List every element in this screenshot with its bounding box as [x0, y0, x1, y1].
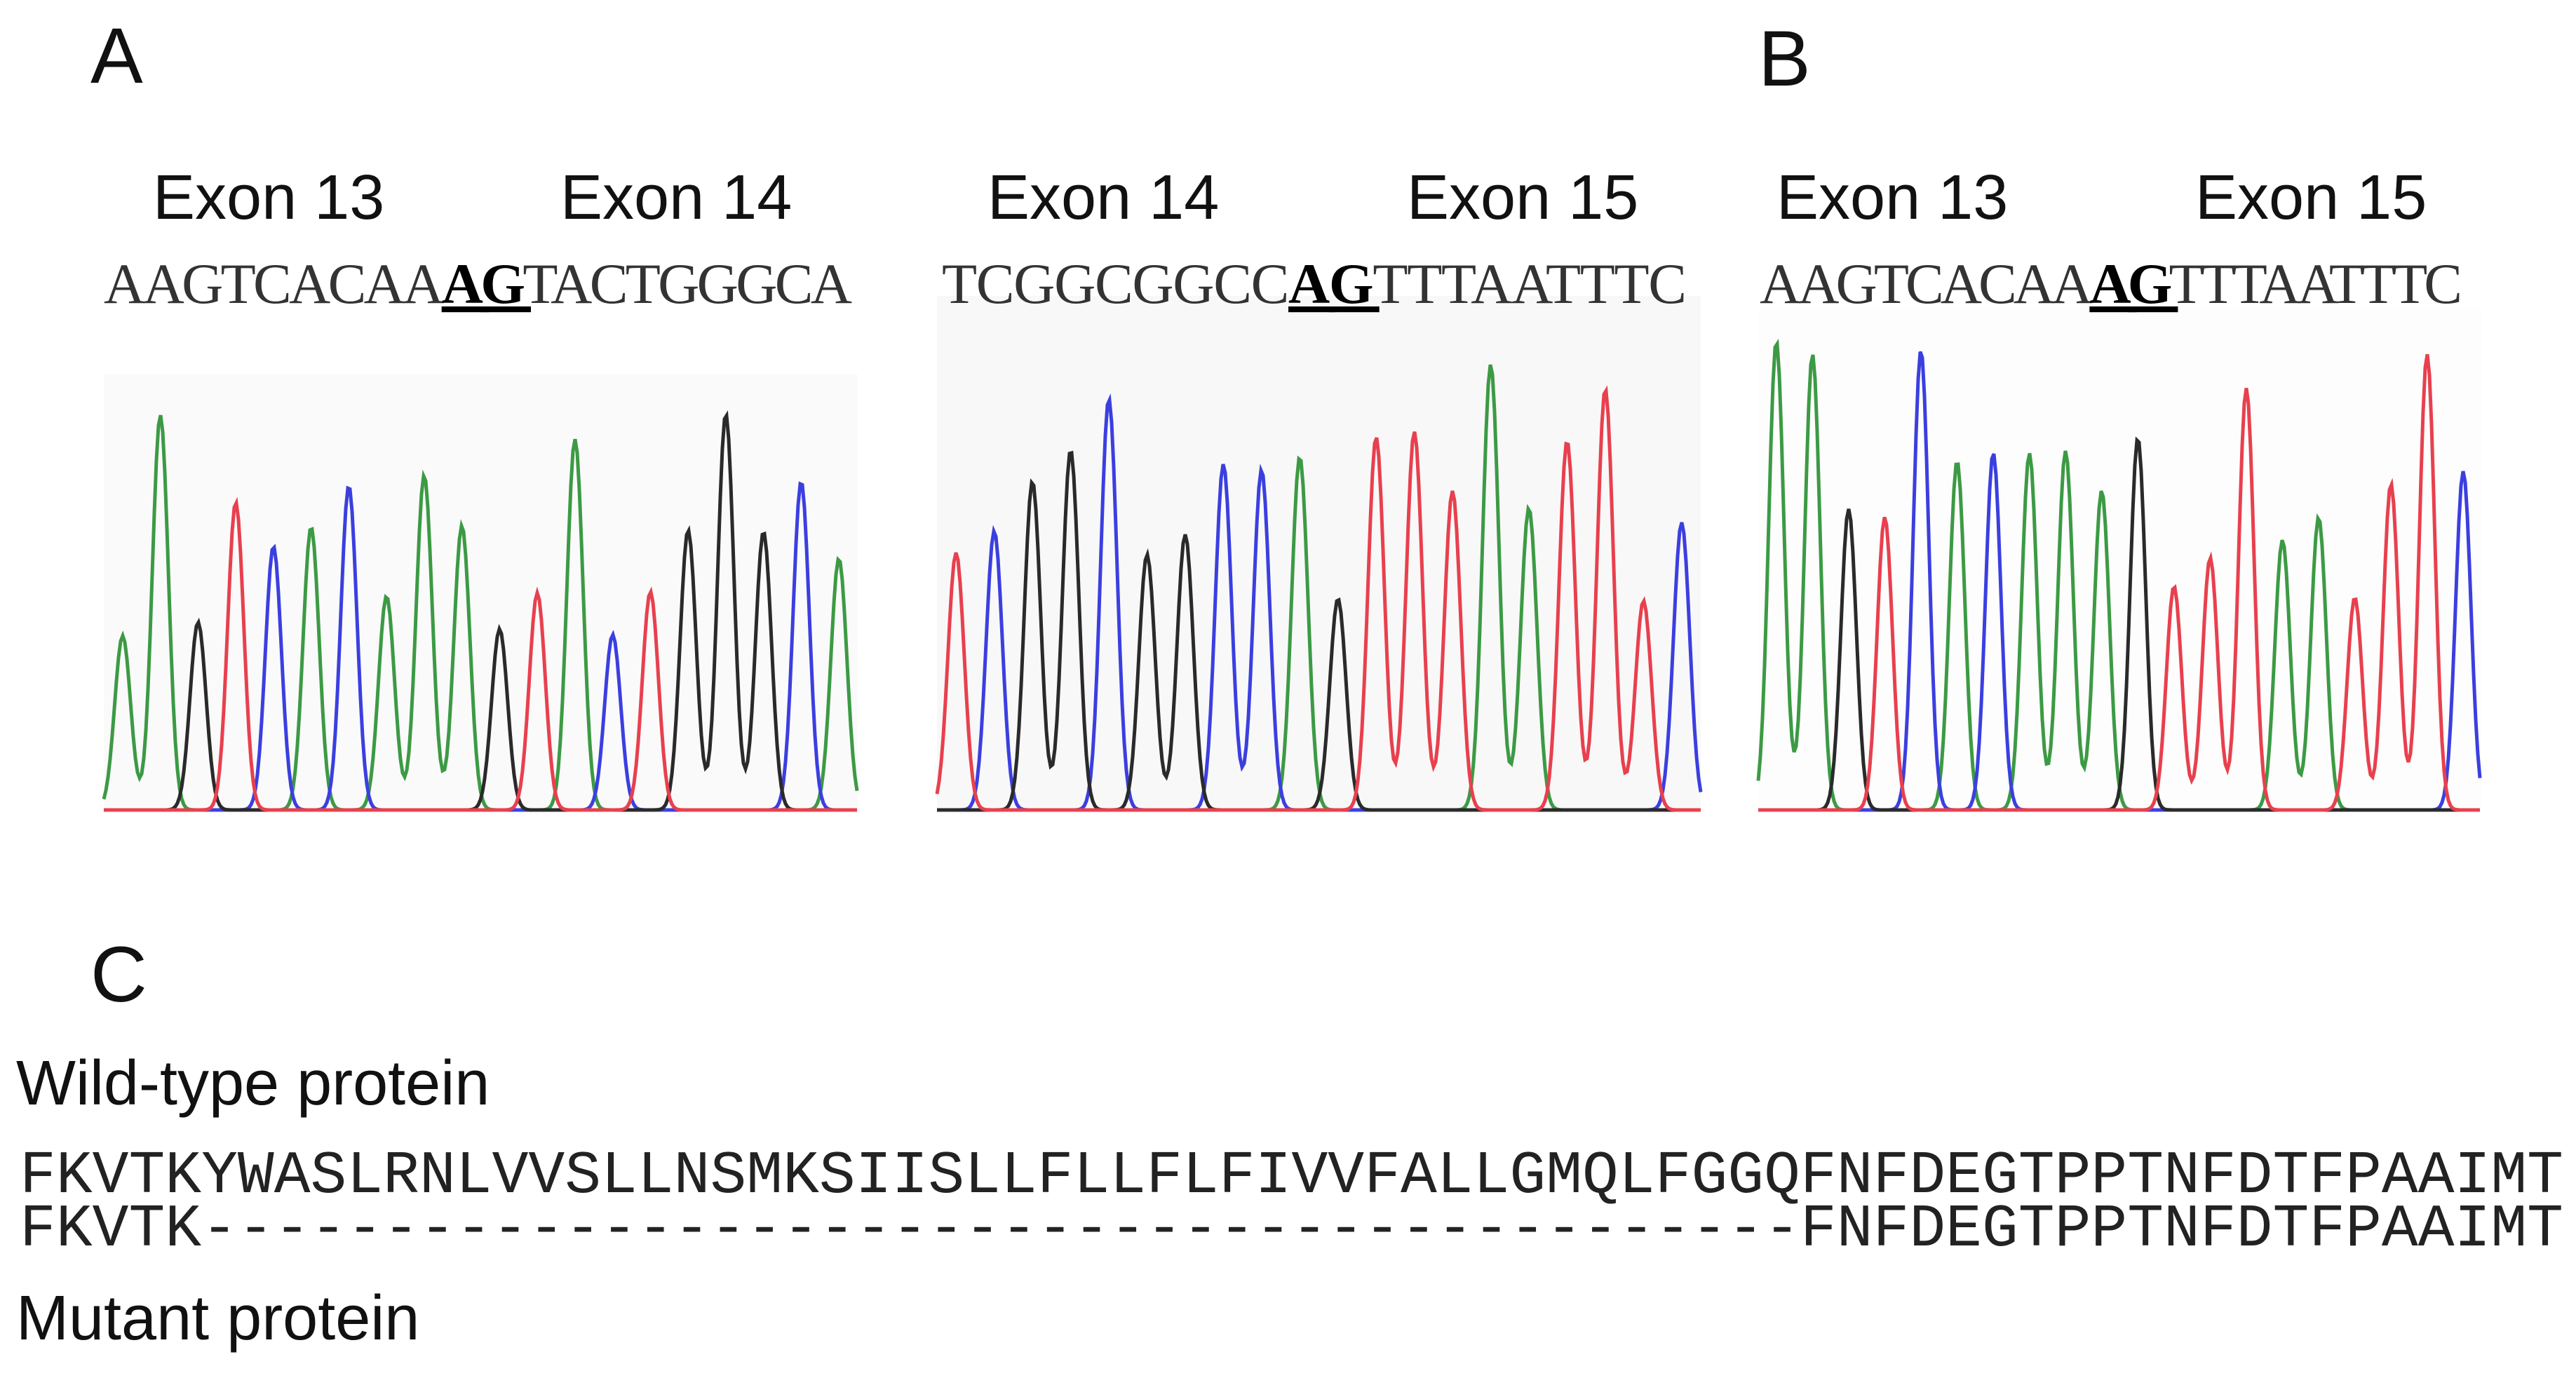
- trace: [104, 410, 857, 812]
- seq-part: TTTAATTTC: [1373, 252, 1692, 316]
- trace-bg: [1758, 309, 2481, 813]
- panel-label: A: [90, 12, 143, 100]
- sequence: AAGTCACAAAGTACTGGGCA: [104, 252, 858, 316]
- splice-site: AG: [1288, 252, 1380, 316]
- exon-label: Exon 13: [153, 163, 384, 233]
- panel-label: C: [90, 931, 147, 1018]
- seq-part: AAGTCACAA: [104, 252, 450, 316]
- exon-label: Exon 13: [1776, 163, 2008, 233]
- splice-site: AG: [442, 252, 531, 316]
- trace: [1758, 353, 2480, 812]
- trace-bg: [104, 374, 858, 813]
- chromatograms: [102, 338, 2482, 812]
- trace: [937, 450, 1701, 812]
- trace: [104, 496, 857, 812]
- exon-label: Exon 14: [987, 163, 1219, 233]
- exon-label: Exon 14: [560, 163, 792, 233]
- seq-part: TCGGCGGCC: [942, 252, 1295, 316]
- protein-sequence: FKVTK-----------------------------------…: [20, 1195, 2563, 1264]
- seq-part: AAGTCACAA: [1760, 252, 2098, 316]
- exon-label: Exon 15: [1407, 163, 1638, 233]
- exon-label: Exon 15: [2195, 163, 2427, 233]
- protein-sequence: FKVTKYWASLRNLVVSLLNSMKSIISLLFLLFLFIVVFAL…: [20, 1142, 2563, 1210]
- seq-part: TTTAATTTC: [2169, 252, 2468, 316]
- trace: [935, 385, 1701, 812]
- trace-bg: [937, 296, 1701, 813]
- splice-site: AG: [2089, 252, 2178, 316]
- sequence: AAGTCACAAAGTTTAATTTC: [1760, 252, 2468, 316]
- row-label: Wild-type protein: [16, 1048, 490, 1119]
- trace: [1758, 436, 2480, 812]
- panel-label: B: [1758, 15, 1811, 102]
- sequence: TCGGCGGCCAGTTTAATTTC: [942, 252, 1692, 316]
- row-label: Mutant protein: [16, 1283, 419, 1353]
- seq-part: TACTGGGCA: [522, 252, 858, 316]
